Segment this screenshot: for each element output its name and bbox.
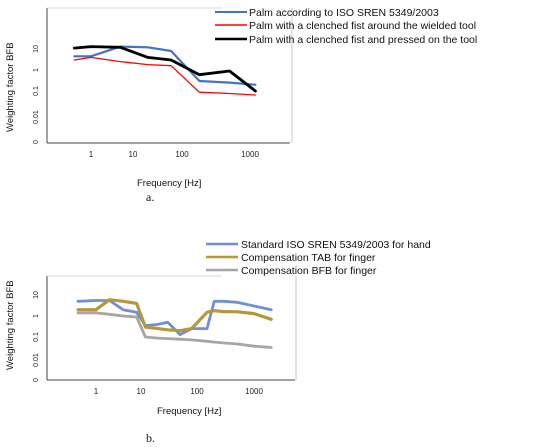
panel-label-b: b.	[146, 431, 155, 445]
y-tick-label-a: 0.1	[33, 86, 40, 96]
series-line-a-1	[73, 45, 257, 86]
y-tick-label-b: 0.01	[33, 353, 40, 367]
x-axis-label-a: Frequency [Hz]	[137, 178, 201, 189]
y-tick-label-b: 1	[33, 314, 40, 318]
legend-label-a-3: Palm with a clenched fist and pressed on…	[249, 34, 477, 46]
y-tick-label-a: 1	[33, 68, 40, 72]
y-tick-label-b: 0	[33, 378, 40, 382]
x-tick-label-a: 1	[89, 150, 94, 159]
series-line-a-3	[72, 45, 257, 93]
series-line-b-2	[76, 298, 273, 333]
x-tick-label-a: 10	[129, 150, 138, 159]
x-tick-label-a: 100	[175, 150, 189, 159]
x-tick-label-b: 10	[137, 387, 146, 396]
y-tick-label-a: 0	[33, 140, 40, 144]
series-line-b-1	[76, 299, 273, 336]
x-tick-label-b: 100	[190, 387, 204, 396]
chart-panel-b: Weighting factor BFB Frequency [Hz] b. 1…	[5, 239, 431, 445]
x-axis-label-b: Frequency [Hz]	[157, 406, 221, 417]
legend-label-a-1: Palm according to ISO SREN 5349/2003	[249, 7, 439, 19]
y-tick-label-b: 0.1	[33, 332, 40, 342]
y-axis-label-b: Weighting factor BFB	[5, 280, 16, 370]
panel-label-a: a.	[146, 190, 154, 204]
y-tick-label-a: 0.01	[33, 110, 40, 124]
chart-panel-a: Weighting factor BFB Frequency [Hz] a. 1…	[5, 7, 477, 204]
legend-label-b-1: Standard ISO SREN 5349/2003 for hand	[241, 239, 431, 251]
legend-label-b-2: Compensation TAB for finger	[241, 252, 376, 264]
x-tick-label-b: 1	[94, 387, 99, 396]
y-tick-label-a: 10	[33, 45, 40, 53]
y-axis-label-a: Weighting factor BFB	[5, 42, 16, 132]
series-line-b-3	[76, 311, 273, 349]
x-tick-label-a: 1000	[241, 150, 259, 159]
x-tick-label-b: 1000	[245, 387, 263, 396]
y-tick-label-b: 10	[33, 291, 40, 299]
series-line-a-2	[73, 56, 257, 96]
legend-label-a-2: Palm with a clenched fist around the wie…	[249, 20, 476, 32]
legend-label-b-3: Compensation BFB for finger	[241, 265, 377, 277]
